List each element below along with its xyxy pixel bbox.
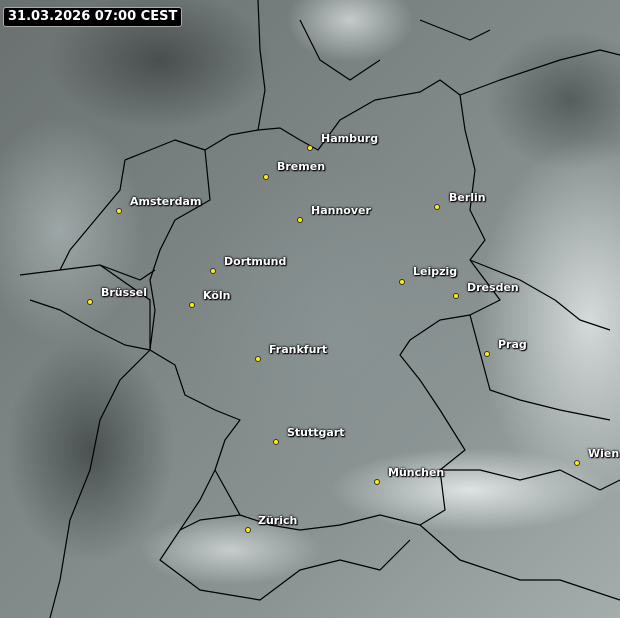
city-label-amsterdam: Amsterdam xyxy=(130,195,202,208)
belgium-border xyxy=(19,264,151,351)
city-label-hamburg: Hamburg xyxy=(321,132,379,145)
city-dot-bremen xyxy=(263,174,269,180)
city-label-hannover: Hannover xyxy=(311,204,371,217)
city-label-dortmund: Dortmund xyxy=(224,255,287,268)
city-label-prag: Prag xyxy=(498,338,527,351)
poland-coast xyxy=(459,49,620,96)
city-dot-wien xyxy=(574,460,580,466)
city-label-muenchen: München xyxy=(388,466,445,479)
city-dot-stuttgart xyxy=(273,439,279,445)
city-dot-hamburg xyxy=(307,145,313,151)
city-label-frankfurt: Frankfurt xyxy=(269,343,328,356)
city-label-koeln: Köln xyxy=(203,289,231,302)
city-label-berlin: Berlin xyxy=(449,191,486,204)
denmark-coast xyxy=(257,0,491,131)
city-dot-dortmund xyxy=(210,268,216,274)
city-label-bremen: Bremen xyxy=(277,160,326,173)
city-label-dresden: Dresden xyxy=(467,281,519,294)
city-dot-leipzig xyxy=(399,279,405,285)
city-label-wien: Wien xyxy=(588,447,620,460)
city-dot-zuerich xyxy=(245,527,251,533)
timestamp-label: 31.03.2026 07:00 CEST xyxy=(3,7,183,27)
city-dot-koeln xyxy=(189,302,195,308)
city-dot-berlin xyxy=(434,204,440,210)
czech-border xyxy=(469,259,611,421)
city-dot-prag xyxy=(484,351,490,357)
city-dot-bruessel xyxy=(87,299,93,305)
city-dot-hannover xyxy=(297,217,303,223)
city-label-stuttgart: Stuttgart xyxy=(287,426,345,439)
city-label-zuerich: Zürich xyxy=(258,514,298,527)
city-dot-dresden xyxy=(453,293,459,299)
germany-border xyxy=(149,79,501,531)
austria-border xyxy=(419,469,620,601)
swiss-border xyxy=(159,514,411,601)
france-border xyxy=(49,349,216,618)
city-dot-muenchen xyxy=(374,479,380,485)
city-dot-amsterdam xyxy=(116,208,122,214)
city-label-bruessel: Brüssel xyxy=(101,286,147,299)
netherlands-border xyxy=(59,139,206,281)
city-dot-frankfurt xyxy=(255,356,261,362)
city-label-leipzig: Leipzig xyxy=(413,265,458,278)
